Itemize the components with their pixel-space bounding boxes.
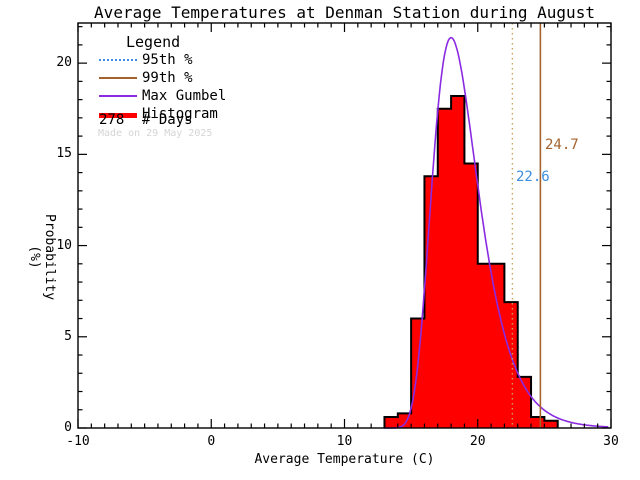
x-tick-label-30: 30 (603, 434, 619, 449)
gumbel-curve (384, 36, 609, 429)
legend-item-95th-percentile: 95th % (99, 52, 309, 70)
legend-line-sample-max-gumbel (99, 95, 137, 97)
legend-days-label: # Days (142, 112, 193, 128)
y-axis-label-line1: Probability (42, 213, 57, 301)
legend-label-99th-percentile: 99th % (142, 70, 193, 86)
legend-title: Legend (126, 33, 181, 51)
legend-label-max-gumbel: Max Gumbel (142, 88, 227, 104)
x-axis-label: Average Temperature (C) (254, 452, 435, 467)
chart-title: Average Temperatures at Denman Station d… (94, 3, 595, 22)
y-axis-label-line2: (%) (27, 245, 42, 269)
legend-line-sample-99th-percentile (99, 77, 137, 79)
percentile-99-value-label: 24.7 (545, 137, 579, 153)
x-tick-label-10: 10 (336, 434, 353, 449)
legend-item-max-gumbel: Max Gumbel (99, 88, 309, 106)
legend-label-95th-percentile: 95th % (142, 52, 193, 68)
x-tick-label--10: -10 (66, 434, 90, 449)
legend-label-histogram: Histogram (142, 106, 218, 122)
x-tick-label-20: 20 (469, 434, 486, 449)
legend-line-sample-95th-percentile (99, 59, 137, 61)
y-tick-label-10: 10 (56, 237, 72, 253)
legend-line-sample-histogram (99, 113, 137, 118)
y-tick-label-15: 15 (56, 146, 72, 162)
y-tick-label-20: 20 (56, 55, 72, 71)
histogram-bars (383, 94, 559, 428)
legend-item-99th-percentile: 99th % (99, 70, 309, 88)
made-on-stamp: Made on 29 May 2025 (98, 128, 213, 139)
y-tick-label-5: 5 (64, 328, 72, 344)
percentile-95-value-label: 22.6 (516, 169, 550, 185)
legend-item-histogram: Histogram (99, 106, 309, 124)
y-axis-label: Probability (%) (27, 157, 57, 357)
legend-days-count: 278 (99, 112, 125, 128)
x-tick-label-0: 0 (207, 434, 216, 449)
y-tick-label-0: 0 (64, 420, 72, 435)
